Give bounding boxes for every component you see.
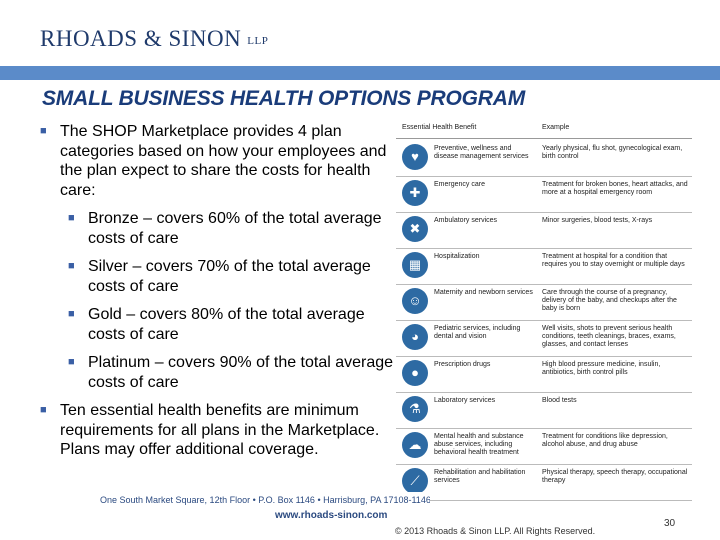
microscope-icon: ⚗	[402, 396, 428, 422]
table-row: ✚ Emergency care Treatment for broken bone…	[396, 176, 692, 213]
example-cell: Minor surgeries, blood tests, X-rays	[542, 217, 653, 224]
example-cell: Physical therapy, speech therapy, occupa…	[542, 469, 688, 484]
crutch-icon: ⟋	[402, 468, 428, 494]
table-row: ● Prescription drugs High blood pressure m…	[396, 356, 692, 393]
table-row: ◕ Pediatric services, including dental an…	[396, 320, 692, 357]
bullet-text: The SHOP Marketplace provides 4 plan cat…	[60, 123, 387, 199]
essential-benefits-table: Essential Health Benefit Example ♥ Preven…	[396, 118, 692, 501]
benefit-cell: Maternity and newborn services	[434, 289, 533, 296]
slide-title: SMALL BUSINESS HEALTH OPTIONS PROGRAM	[42, 87, 526, 110]
header-example: Example	[542, 124, 570, 131]
example-cell: Treatment for conditions like depression…	[542, 433, 668, 448]
footer-website[interactable]: www.rhoads-sinon.com	[275, 510, 388, 521]
hospital-icon: ▦	[402, 252, 428, 278]
benefit-cell: Preventive, wellness and disease managem…	[434, 145, 529, 160]
table-row: ⚗ Laboratory services Blood tests	[396, 392, 692, 429]
benefit-cell: Hospitalization	[434, 253, 480, 260]
bullet-icon: ■	[40, 404, 47, 416]
benefit-cell: Prescription drugs	[434, 361, 491, 368]
table-row: ♥ Preventive, wellness and disease manage…	[396, 140, 692, 177]
bullet-icon: ■	[68, 260, 75, 272]
bullet-icon: ■	[68, 212, 75, 224]
bullet-text: Platinum – covers 90% of the total avera…	[88, 354, 394, 391]
tooth-icon: ◕	[402, 324, 428, 350]
benefit-cell: Emergency care	[434, 181, 485, 188]
pill-icon: ●	[402, 360, 428, 386]
header-benefit: Essential Health Benefit	[402, 124, 477, 131]
footer-address: One South Market Square, 12th Floor • P.…	[100, 492, 430, 508]
bullet-text: Gold – covers 80% of the total average c…	[88, 306, 365, 343]
example-cell: Yearly physical, flu shot, gynecological…	[542, 145, 683, 160]
table-row: ✖ Ambulatory services Minor surgeries, blo…	[396, 212, 692, 249]
bullet-silver: ■ Silver – covers 70% of the total averag…	[40, 257, 400, 296]
example-cell: Blood tests	[542, 397, 577, 404]
example-cell: Care through the course of a pregnancy, …	[542, 289, 677, 312]
bullet-icon: ■	[40, 125, 47, 137]
example-cell: High blood pressure medicine, insulin, a…	[542, 361, 661, 376]
ambulance-icon: ✚	[402, 180, 428, 206]
benefit-cell: Rehabilitation and habilitation services	[434, 469, 526, 484]
table-header: Essential Health Benefit Example	[396, 118, 692, 139]
bullet-gold: ■ Gold – covers 80% of the total average …	[40, 305, 400, 344]
benefit-cell: Ambulatory services	[434, 217, 498, 224]
benefit-cell: Pediatric services, including dental and…	[434, 325, 521, 340]
benefit-cell: Laboratory services	[434, 397, 496, 404]
bullet-essential-benefits: ■ Ten essential health benefits are minim…	[40, 401, 400, 460]
benefit-cell: Mental health and substance abuse servic…	[434, 433, 524, 456]
bullet-bronze: ■ Bronze – covers 60% of the total averag…	[40, 209, 400, 248]
bullet-text: Ten essential health benefits are minimu…	[60, 402, 380, 458]
bullet-icon: ■	[68, 356, 75, 368]
bullet-text: Silver – covers 70% of the total average…	[88, 258, 371, 295]
header-bar: RHOADS & SINON LLP	[0, 0, 720, 66]
bullet-icon: ■	[68, 308, 75, 320]
table-row: ☺ Maternity and newborn services Care thro…	[396, 284, 692, 321]
table-row: ☁ Mental health and substance abuse servi…	[396, 428, 692, 465]
table-row: ⟋ Rehabilitation and habilitation service…	[396, 464, 692, 501]
page-number: 30	[664, 518, 676, 529]
stethoscope-icon: ♥	[402, 144, 428, 170]
slide-body: ■ The SHOP Marketplace provides 4 plan ca…	[40, 122, 400, 469]
mother-baby-icon: ☺	[402, 288, 428, 314]
bandage-icon: ✖	[402, 216, 428, 242]
logo-suffix: LLP	[247, 35, 269, 47]
example-cell: Well visits, shots to prevent serious he…	[542, 325, 676, 348]
logo-text: RHOADS & SINON	[40, 26, 242, 51]
copyright-text: © 2013 Rhoads & Sinon LLP. All Rights Re…	[395, 526, 596, 536]
bullet-platinum: ■ Platinum – covers 90% of the total aver…	[40, 353, 400, 392]
table-row: ▦ Hospitalization Treatment at hospital fo…	[396, 248, 692, 285]
firm-logo: RHOADS & SINON LLP	[40, 26, 268, 52]
brain-icon: ☁	[402, 432, 428, 458]
bullet-text: Bronze – covers 60% of the total average…	[88, 210, 382, 247]
example-cell: Treatment at hospital for a condition th…	[542, 253, 685, 268]
header-accent-band	[0, 66, 720, 80]
example-cell: Treatment for broken bones, heart attack…	[542, 181, 688, 196]
bullet-shop-categories: ■ The SHOP Marketplace provides 4 plan ca…	[40, 122, 400, 200]
